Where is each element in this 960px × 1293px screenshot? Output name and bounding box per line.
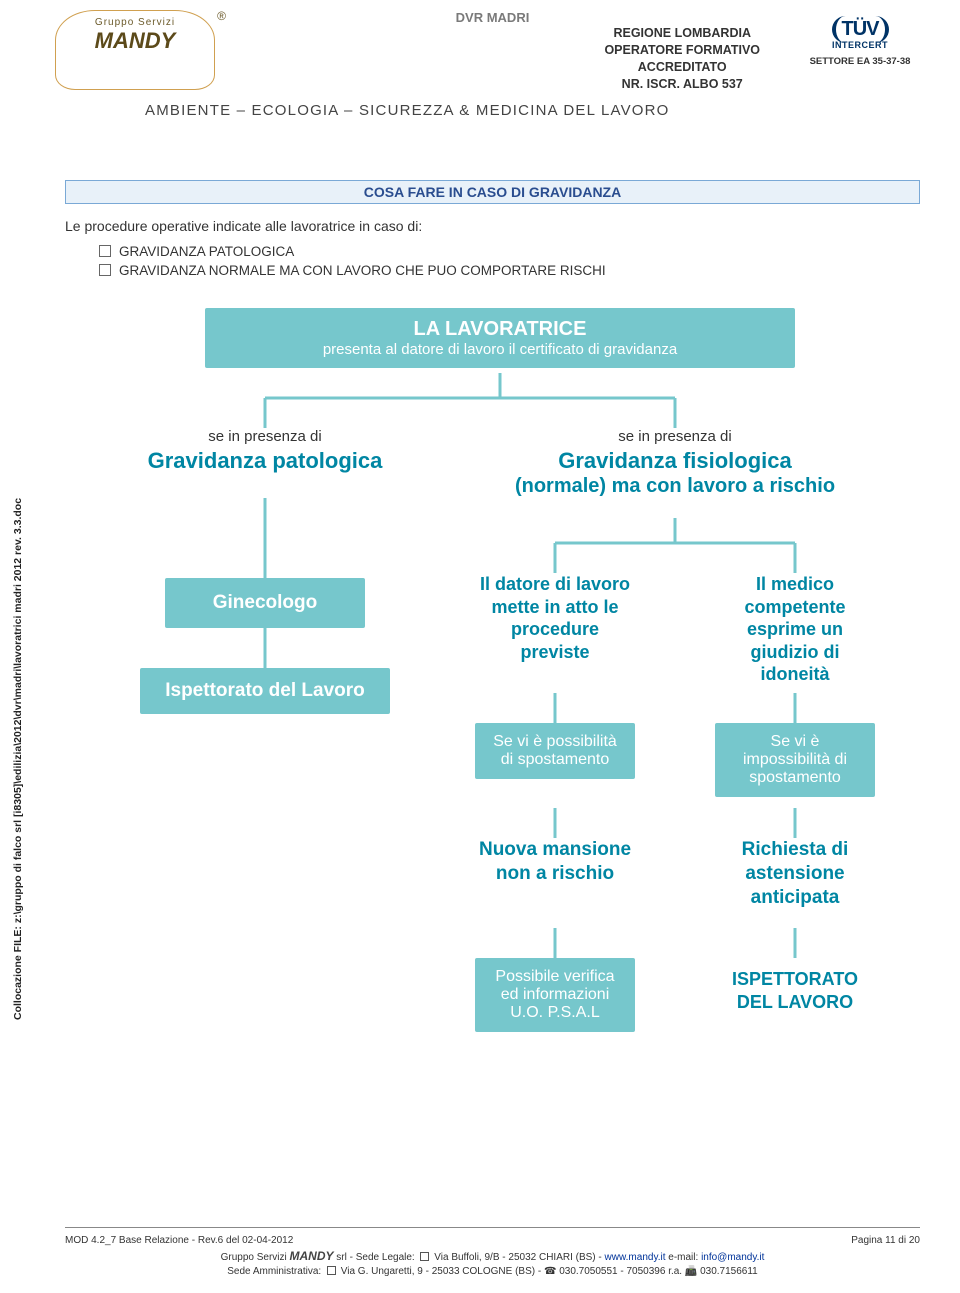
logo-mandy: Gruppo Servizi MANDY ® [55,10,215,90]
flow-left-main: Gravidanza patologica [148,448,383,473]
flow-ispettorato: Ispettorato del Lavoro [140,668,390,714]
bullet-2: GRAVIDANZA NORMALE MA CON LAVORO CHE PUO… [99,263,920,278]
intro-text: Le procedure operative indicate alle lav… [65,218,920,234]
region-l3: ACCREDITATO [604,59,760,76]
footer-mandy: MANDY [290,1249,334,1263]
footer-sede-amm-addr: Via G. Ungaretti, 9 - 25033 COLOGNE (BS)… [341,1266,544,1277]
logo-line2: MANDY [95,28,176,53]
flow-right-main2: (normale) ma con lavoro a rischio [515,475,835,497]
tuv-logo: TÜV [832,16,889,43]
tuv-intercert: INTERCERT [800,40,920,50]
bullet-1: GRAVIDANZA PATOLOGICA [99,244,920,259]
flow-top-sub: presenta al datore di lavoro il certific… [217,341,783,358]
flow-medico: Il medico competente esprime un giudizio… [715,573,875,686]
footer-sede-legale-addr: Via Buffoli, 9/B - 25032 CHIARI (BS) - [434,1252,604,1263]
flow-datore: Il datore di lavoro mette in atto le pro… [475,573,635,663]
tuv-sector: SETTORE EA 35-37-38 [800,56,920,67]
section-title: COSA FARE IN CASO DI GRAVIDANZA [65,180,920,204]
flow-right-lead: se in presenza di [485,428,865,447]
subtitle: AMBIENTE – ECOLOGIA – SICUREZZA & MEDICI… [145,102,670,119]
envelope-icon [420,1252,429,1261]
flow-top-box: LA LAVORATRICE presenta al datore di lav… [205,308,795,368]
flow-right-branch: se in presenza di Gravidanza fisiologica… [485,428,865,499]
file-path-vertical: Collocazione FILE: z:\gruppo di falco sr… [12,380,34,1020]
logo-line1: Gruppo Servizi [95,17,175,28]
bullet-list: GRAVIDANZA PATOLOGICA GRAVIDANZA NORMALE… [99,244,920,278]
page-footer: MOD 4.2_7 Base Relazione - Rev.6 del 02-… [65,1227,920,1279]
flow-ginecologo: Ginecologo [165,578,365,628]
flow-isp-lav: ISPETTORATO DEL LAVORO [715,968,875,1013]
registered-icon: ® [217,9,226,23]
footer-line3: Sede Amministrativa: Via G. Ungaretti, 9… [65,1265,920,1279]
envelope-icon [327,1266,336,1275]
footer-page: Pagina 11 di 20 [851,1234,920,1248]
region-l4: NR. ISCR. ALBO 537 [604,76,760,93]
footer-email[interactable]: info@mandy.it [701,1252,764,1263]
flow-se-imposs: Se vi è impossibilità di spostamento [715,723,875,797]
footer-srl: srl - [336,1252,355,1263]
flow-richiesta: Richiesta di astensione anticipata [715,838,875,909]
footer-email-lbl: e-mail: [668,1252,701,1263]
flow-verifica: Possibile verifica ed informazioni U.O. … [475,958,635,1032]
footer-gruppo: Gruppo Servizi [221,1252,290,1263]
footer-www[interactable]: www.mandy.it [605,1252,666,1263]
footer-mod: MOD 4.2_7 Base Relazione - Rev.6 del 02-… [65,1235,293,1246]
flow-se-poss: Se vi è possibilità di spostamento [475,723,635,779]
region-l2: OPERATORE FORMATIVO [604,42,760,59]
footer-line2: Gruppo Servizi MANDY srl - Sede Legale: … [65,1248,920,1265]
page-header: Gruppo Servizi MANDY ® DVR MADRI REGIONE… [65,10,920,130]
tuv-block: TÜV INTERCERT SETTORE EA 35-37-38 [800,16,920,67]
flow-top-big: LA LAVORATRICE [217,318,783,341]
flow-right-main1: Gravidanza fisiologica [558,448,792,473]
region-block: REGIONE LOMBARDIA OPERATORE FORMATIVO AC… [604,25,760,93]
footer-sede-legale-lbl: Sede Legale: [356,1252,415,1263]
footer-tel: ☎ 030.7050551 - 7050396 r.a. 📠 030.71566… [544,1266,758,1277]
flow-nuova: Nuova mansione non a rischio [475,838,635,886]
footer-sede-amm-lbl: Sede Amministrativa: [227,1266,321,1277]
region-l1: REGIONE LOMBARDIA [604,25,760,42]
flow-left-lead: se in presenza di [125,428,405,447]
flow-left-branch: se in presenza di Gravidanza patologica [125,428,405,474]
